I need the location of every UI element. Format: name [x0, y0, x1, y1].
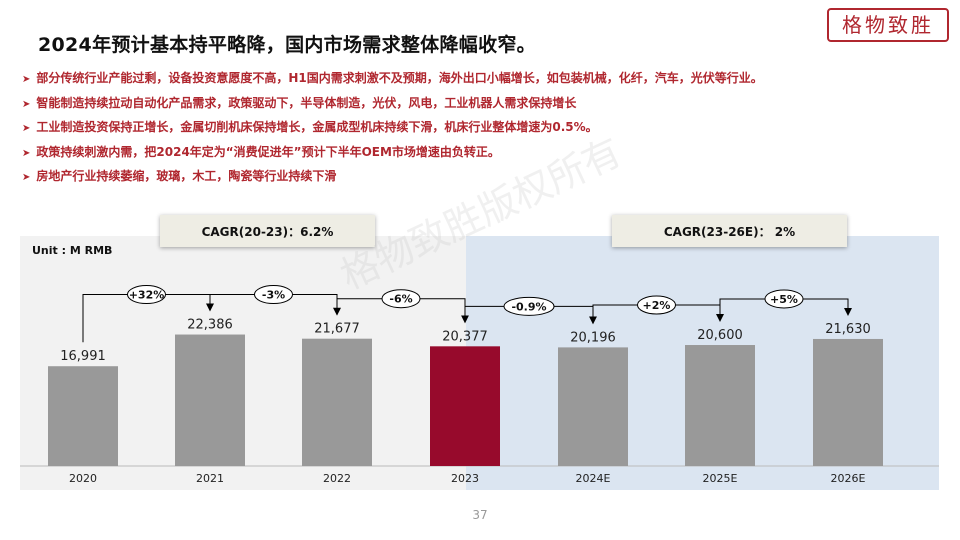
- bullet-item: ➤ 政策持续刺激内需，把2024年定为“消费促进年”预计下半年OEM市场增速由负转…: [22, 144, 763, 169]
- growth-badge: [254, 285, 293, 305]
- cagr-box: [160, 215, 375, 247]
- bar: [302, 338, 372, 466]
- growth-badge: [637, 295, 676, 315]
- cagr-label: CAGR(20-23)：6.2%: [202, 225, 334, 239]
- arrow-bullet-icon: ➤: [22, 98, 31, 110]
- value-label: 16,991: [60, 349, 106, 364]
- arrow-bullet-icon: ➤: [22, 123, 31, 134]
- bullet-item: ➤ 智能制造持续拉动自动化产品需求，政策驱动下，半导体制造，光伏，风电，工业机器人…: [22, 95, 763, 120]
- bullet-text: 房地产行业持续萎缩，玻璃，木工，陶瓷等行业持续下滑: [36, 169, 337, 183]
- x-tick-label: 2020: [69, 472, 97, 485]
- cagr-box: [612, 215, 847, 247]
- bullet-text: 智能制造持续拉动自动化产品需求，政策驱动下，半导体制造，光伏，风电，工业机器人需…: [36, 95, 577, 110]
- x-tick-label: 2023: [451, 472, 479, 485]
- bullet-item: ➤ 房地产行业持续萎缩，玻璃，木工，陶瓷等行业持续下滑: [22, 168, 763, 193]
- value-label: 21,630: [825, 322, 871, 337]
- x-tick-label: 2022: [323, 472, 351, 485]
- arrow-bullet-icon: ➤: [22, 74, 31, 85]
- bullet-item: ➤ 部分传统行业产能过剩，设备投资意愿度不高，H1国内需求刺激不及预期，海外出口小…: [22, 70, 763, 95]
- bar: [685, 345, 755, 466]
- bar: [48, 366, 118, 466]
- x-tick-label: 2026E: [831, 472, 866, 485]
- bar: [558, 347, 628, 466]
- x-tick-label: 2025E: [703, 472, 738, 485]
- page-title: 2024年预计基本持平略降，国内市场需求整体降幅收窄。: [38, 34, 536, 56]
- growth-badge: [503, 296, 555, 316]
- bullet-list: ➤ 部分传统行业产能过剩，设备投资意愿度不高，H1国内需求刺激不及预期，海外出口小…: [22, 70, 763, 193]
- arrow-bullet-icon: ➤: [22, 147, 31, 159]
- bar: [175, 334, 245, 466]
- value-label: 20,196: [570, 330, 616, 345]
- page-number: 37: [472, 508, 488, 522]
- bullet-text: 政策持续刺激内需，把2024年定为“消费促进年”预计下半年OEM市场增速由负转正…: [36, 144, 500, 159]
- x-tick-label: 2021: [196, 472, 224, 485]
- growth-label: +2%: [643, 299, 671, 312]
- bullet-item: ➤ 工业制造投资保持正增长，金属切削机床保持增长，金属成型机床持续下滑，机床行业整…: [22, 119, 763, 144]
- value-label: 20,377: [442, 329, 488, 344]
- growth-label: +5%: [770, 293, 798, 306]
- growth-label: -3%: [262, 289, 285, 302]
- unit-label: Unit : M RMB: [32, 244, 112, 257]
- bullet-text: 工业制造投资保持正增长，金属切削机床保持增长，金属成型机床持续下滑，机床行业整体…: [36, 120, 598, 134]
- growth-badge: [127, 285, 166, 305]
- growth-badge: [381, 289, 421, 309]
- growth-badge: [764, 289, 804, 309]
- value-label: 21,677: [314, 322, 360, 337]
- value-label: 20,600: [697, 328, 743, 343]
- bullet-text: 部分传统行业产能过剩，设备投资意愿度不高，H1国内需求刺激不及预期，海外出口小幅…: [36, 71, 763, 85]
- brand-logo: 格物致胜: [827, 8, 949, 42]
- bar: [813, 338, 883, 466]
- bar: [430, 346, 500, 466]
- growth-label: -6%: [389, 293, 412, 306]
- cagr-label: CAGR(23-26E)： 2%: [664, 225, 795, 239]
- growth-label: -0.9%: [511, 300, 546, 313]
- arrow-bullet-icon: ➤: [22, 172, 31, 183]
- x-tick-label: 2024E: [576, 472, 611, 485]
- growth-label: +32%: [129, 289, 165, 302]
- value-label: 22,386: [187, 318, 233, 333]
